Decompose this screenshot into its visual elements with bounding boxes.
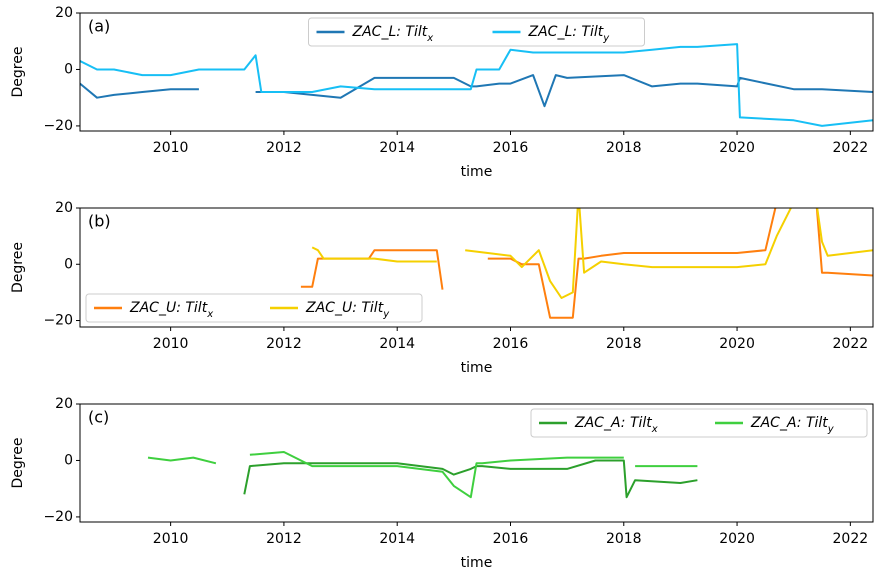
x-axis-label: time [461, 164, 493, 180]
x-tick-label: 2016 [493, 531, 529, 547]
plot-area [80, 43, 873, 127]
series-line [80, 74, 873, 108]
legend: ZAC_A: Tiltx ZAC_A: Tilty [530, 408, 868, 438]
x-axis-label: time [461, 360, 493, 376]
legend-label: ZAC_A: Tilty [750, 415, 835, 435]
panel-label: (c) [88, 408, 109, 427]
legend-box [530, 408, 868, 438]
x-tick-label: 2022 [833, 140, 869, 156]
x-tick-label: 2012 [266, 336, 302, 352]
x-tick-label: 2020 [719, 336, 755, 352]
x-tick-label: 2014 [379, 531, 415, 547]
legend: ZAC_L: Tiltx ZAC_L: Tilty [308, 17, 645, 47]
x-tick-label: 2014 [379, 140, 415, 156]
x-tick-label: 2010 [153, 140, 189, 156]
y-tick-label: 20 [55, 200, 73, 216]
x-tick-label: 2018 [606, 140, 642, 156]
y-tick-label: 20 [55, 5, 73, 21]
legend-label: ZAC_U: Tiltx [129, 300, 213, 320]
y-tick-label: −20 [43, 509, 73, 525]
plot-area [147, 451, 698, 499]
legend: ZAC_U: Tiltx ZAC_U: Tilty [85, 293, 423, 323]
x-tick-label: 2010 [153, 336, 189, 352]
y-axis-label: Degree [10, 47, 26, 98]
axes-frame [79, 12, 874, 132]
x-axis-label: time [461, 555, 493, 571]
y-tick-label: 0 [64, 61, 73, 77]
x-tick-label: 2010 [153, 531, 189, 547]
x-tick-label: 2022 [833, 336, 869, 352]
axes-frame [79, 207, 874, 328]
x-tick-label: 2020 [719, 140, 755, 156]
legend-label: ZAC_L: Tilty [528, 24, 611, 44]
y-tick-label: −20 [43, 313, 73, 329]
x-tick-label: 2018 [606, 531, 642, 547]
y-tick-label: 0 [64, 452, 73, 468]
y-tick-label: −20 [43, 118, 73, 134]
series-line [311, 208, 873, 299]
y-axis-label: Degree [10, 438, 26, 489]
x-tick-label: 2018 [606, 336, 642, 352]
axes-frame [79, 403, 874, 523]
x-tick-label: 2012 [266, 140, 302, 156]
y-axis-label: Degree [10, 242, 26, 293]
panel-label: (a) [88, 17, 110, 36]
x-tick-label: 2012 [266, 531, 302, 547]
series-line [80, 43, 873, 127]
x-tick-label: 2016 [493, 140, 529, 156]
x-tick-label: 2016 [493, 336, 529, 352]
y-tick-label: 0 [64, 256, 73, 272]
panel-label: (b) [88, 212, 111, 231]
series-line [147, 451, 698, 499]
y-tick-label: 20 [55, 396, 73, 412]
legend-label: ZAC_A: Tiltx [574, 415, 658, 435]
legend-box [308, 17, 645, 47]
legend-box [85, 293, 423, 323]
x-tick-label: 2020 [719, 531, 755, 547]
x-tick-label: 2014 [379, 336, 415, 352]
legend-label: ZAC_U: Tilty [305, 300, 390, 320]
plot-area [300, 208, 873, 319]
x-tick-label: 2022 [833, 531, 869, 547]
legend-label: ZAC_L: Tiltx [352, 24, 434, 44]
